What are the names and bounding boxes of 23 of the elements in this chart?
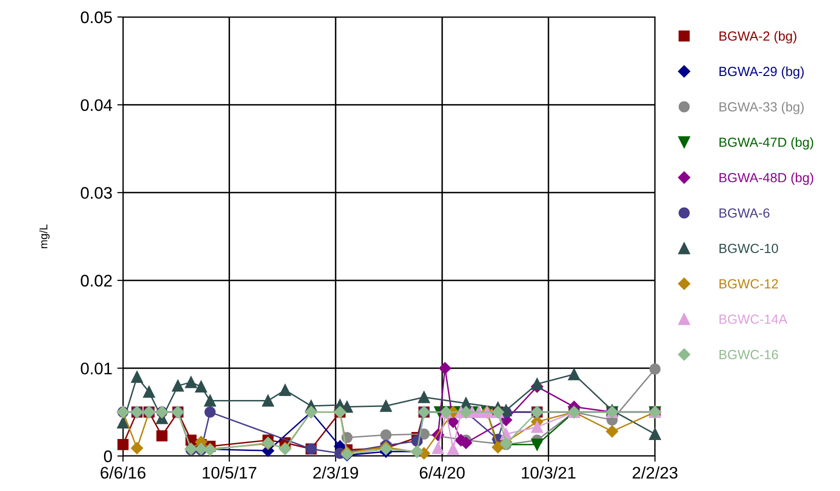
x-tick-label: 2/2/23 (632, 466, 678, 479)
x-tick-label: 10/3/21 (522, 466, 576, 479)
x-tick-label: 6/6/16 (100, 466, 146, 479)
legend-label: BGWA-48D (bg) (720, 172, 814, 185)
x-tick-label: 2/3/19 (313, 466, 358, 479)
y-tick-label: 0.01 (80, 362, 112, 374)
legend-label: BGWA-29 (bg) (720, 66, 804, 79)
legend-label: BGWC-14A (720, 314, 788, 324)
x-tick-label: 10/5/17 (202, 466, 256, 479)
y-tick-label: 0.04 (80, 99, 112, 112)
y-tick-label: 0.05 (80, 11, 112, 24)
legend-label: BGWA-33 (bg) (720, 102, 804, 114)
x-tick-label: 6/4/20 (420, 466, 465, 479)
legend-label: BGWA-6 (720, 208, 770, 218)
y-axis-title: mg/L (39, 224, 50, 248)
legend-label: BGWC-16 (720, 350, 778, 360)
legend-label: BGWC-10 (720, 244, 778, 254)
y-tick-label: 0.03 (80, 187, 112, 199)
y-tick-label: 0 (104, 450, 112, 462)
y-tick-label: 0.02 (80, 274, 112, 287)
legend-label: BGWC-12 (720, 279, 778, 288)
legend-label: BGWA-2 (bg) (720, 31, 796, 44)
legend-label: BGWA-47D (bg) (720, 137, 814, 150)
